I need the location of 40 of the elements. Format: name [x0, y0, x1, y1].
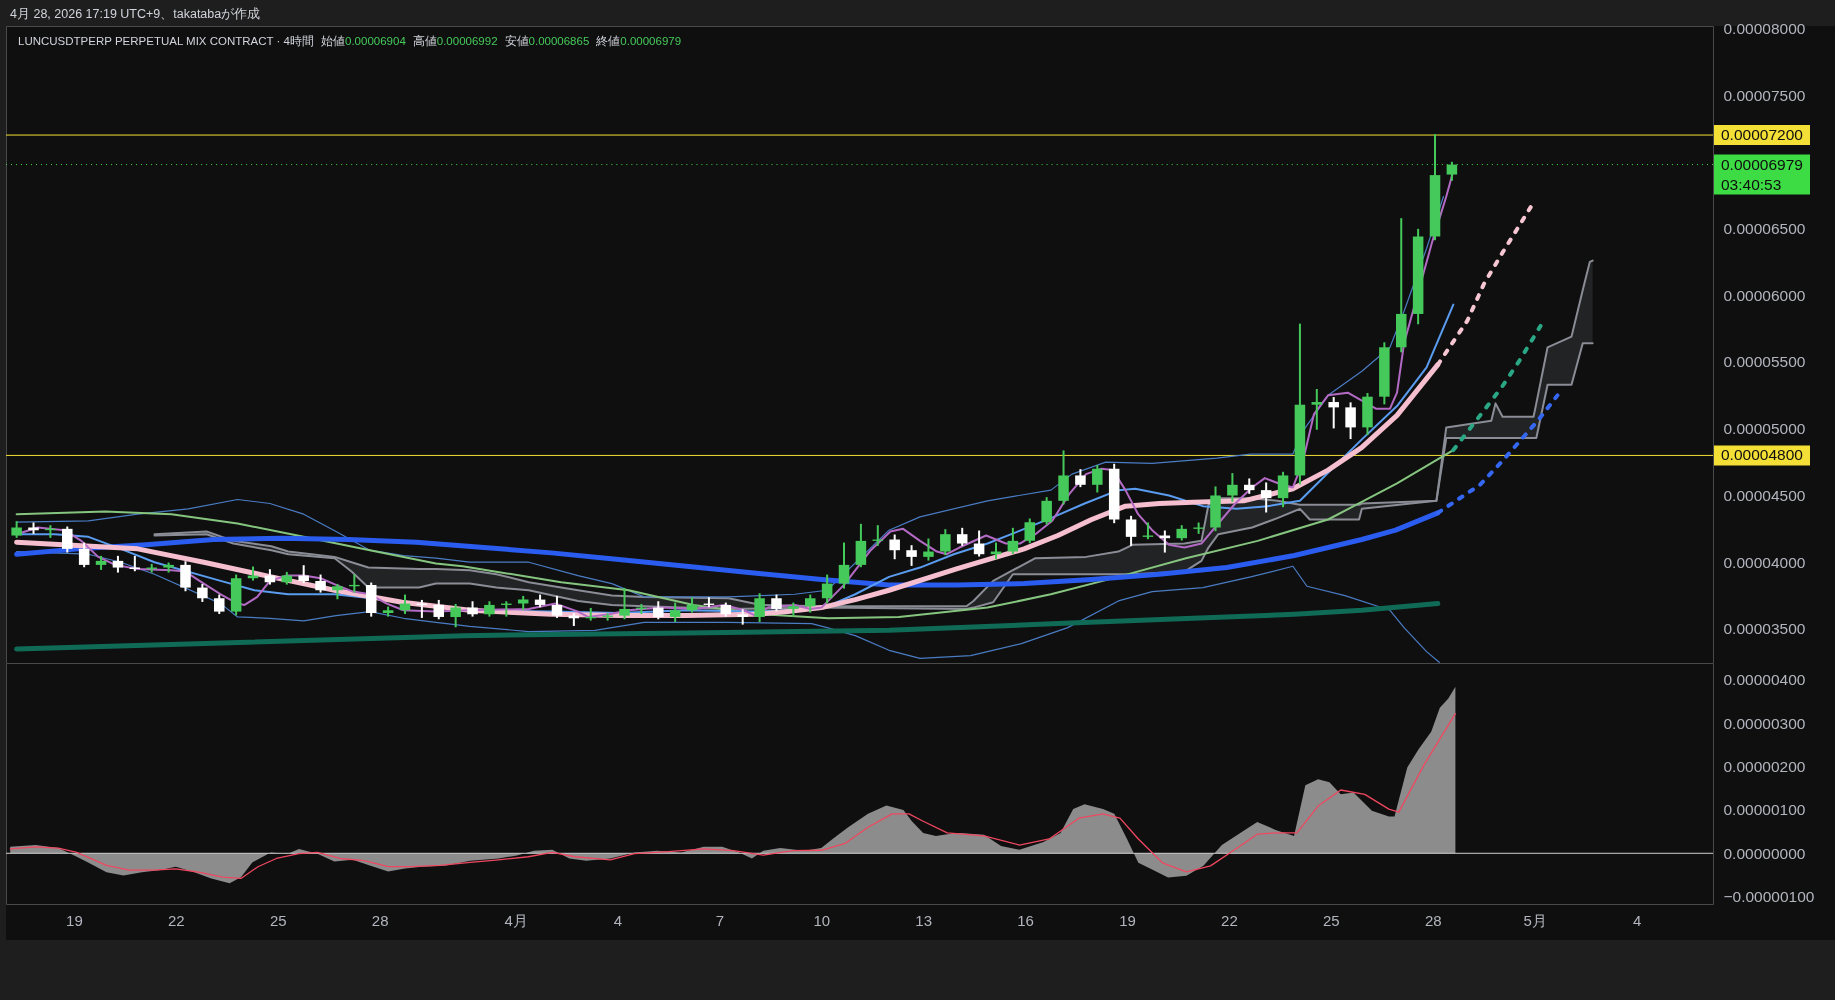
x-tick-label: 19 [1119, 911, 1136, 929]
y-tick-label: 0.00000400 [1723, 671, 1806, 689]
x-tick-label: 4 [1632, 911, 1642, 929]
annotation: 安値0.00006865 [504, 35, 590, 47]
y-tick-label: 0.00006000 [1723, 286, 1806, 304]
x-tick-label: 22 [168, 911, 185, 929]
x-tick-label: 25 [269, 911, 287, 929]
y-tick-label: 0.00000200 [1723, 758, 1806, 776]
y-tick-label: 0.00000100 [1723, 801, 1806, 819]
x-tick-label: 28 [371, 911, 389, 929]
y-tick-label: 0.00004500 [1723, 486, 1806, 504]
annotation: 高値0.00006992 [412, 35, 498, 47]
x-tick-label: 16 [1017, 911, 1034, 929]
x-tick-label: 4 [613, 911, 623, 929]
text: 4月 28, 2026 17:19 UTC+9、takatabaが作成 [10, 6, 261, 23]
ref-line-label: 0.00007200 [1721, 126, 1804, 144]
x-tick-label: 19 [66, 911, 83, 929]
y-tick-label: 0.00000000 [1723, 844, 1806, 862]
x-tick-label: 25 [1322, 911, 1340, 929]
x-tick-label: 5月 [1523, 911, 1547, 929]
y-tick-label: 0.00005500 [1723, 353, 1806, 371]
x-tick-label: 7 [715, 911, 725, 929]
annotation: 終値0.00006979 [596, 35, 682, 47]
x-tick-label: 28 [1424, 911, 1442, 929]
y-tick-label: 0.00004000 [1723, 553, 1806, 571]
y-tick-label: 0.00000300 [1723, 714, 1806, 732]
annotation: 始値0.00006904 [321, 35, 406, 47]
y-tick-label: 0.00007500 [1723, 86, 1806, 104]
x-tick-label: 13 [915, 911, 933, 929]
y-tick-label: 0.00005000 [1723, 420, 1806, 438]
ref-line-label: 0.00006979 03:40:53 [1721, 155, 1803, 193]
y-tick-label: 0.00003500 [1723, 620, 1806, 638]
x-tick-label: 10 [813, 911, 831, 929]
x-tick-label: 22 [1221, 911, 1238, 929]
x-tick-label: 4月 [504, 911, 528, 929]
y-tick-label: 0.00008000 [1723, 19, 1806, 37]
ref-line-label: 0.00004800 [1721, 446, 1804, 464]
annotation: LUNCUSDTPERP PERPETUAL MIX CONTRACT · 4時間 [18, 35, 315, 47]
y-tick-label: −0.00000100 [1723, 888, 1815, 906]
y-tick-label: 0.00006500 [1723, 220, 1806, 237]
